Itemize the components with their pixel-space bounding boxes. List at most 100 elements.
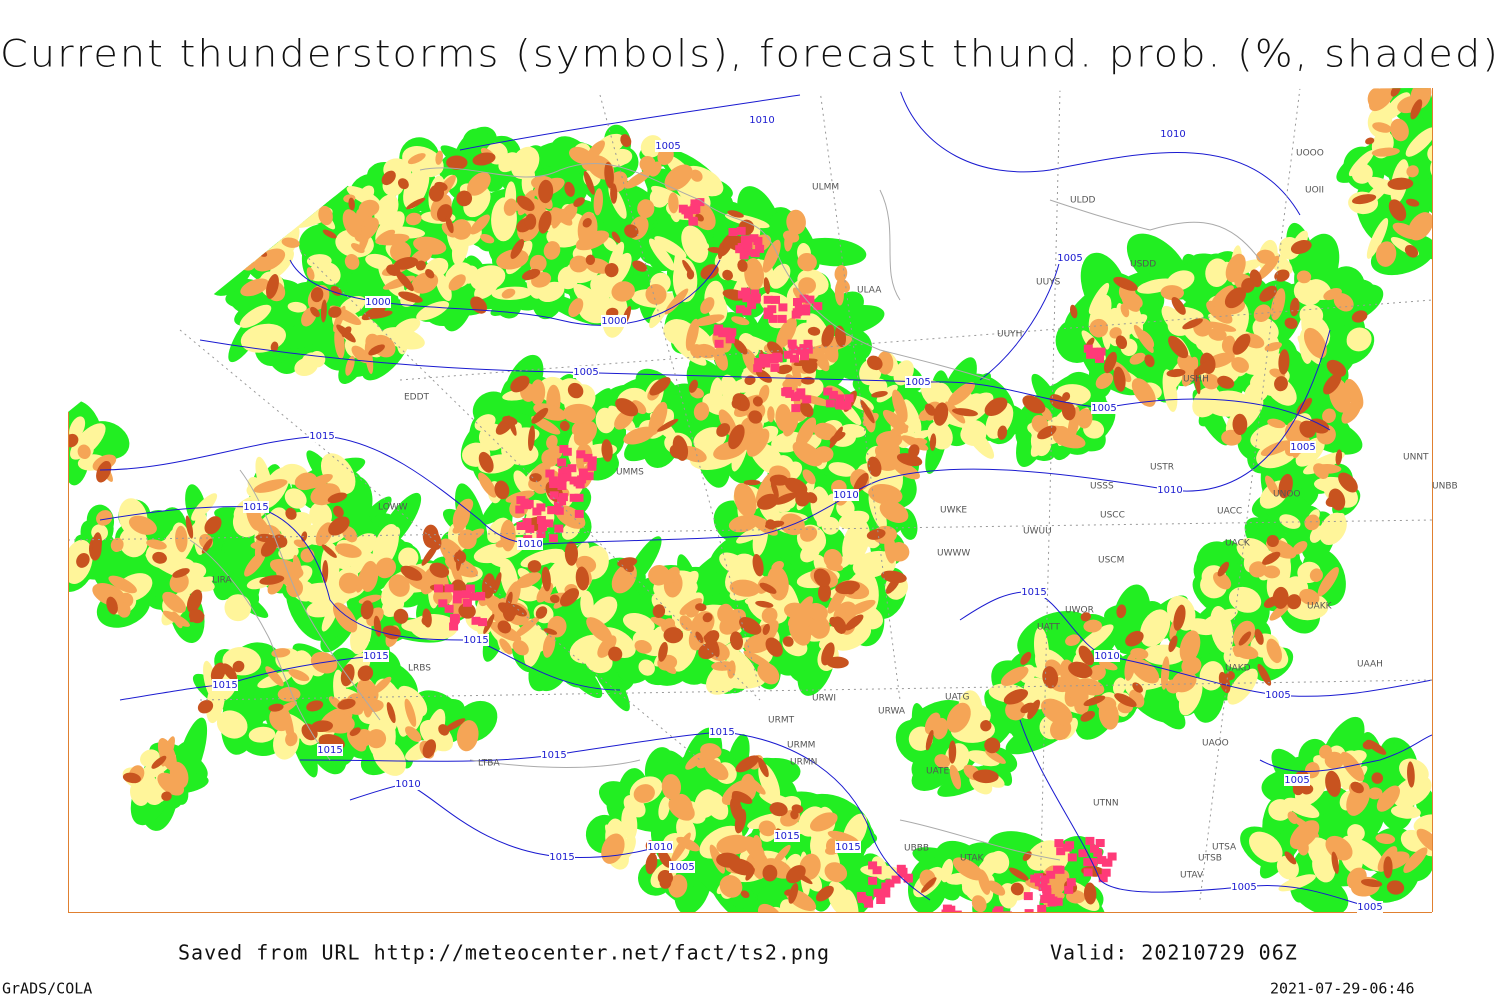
station-label: UATT	[1037, 623, 1060, 633]
thunderstorm-symbol	[778, 303, 788, 312]
thunderstorm-symbol	[844, 394, 854, 403]
shading-blob	[743, 479, 761, 486]
thunderstorm-symbol	[782, 388, 792, 397]
station-label: UUYS	[1036, 278, 1061, 288]
thunderstorm-symbol	[444, 604, 454, 613]
software: GrADS/COLA	[2, 980, 92, 998]
station-label: UTSA	[1212, 843, 1237, 853]
thunderstorm-symbol	[758, 353, 768, 362]
thunderstorm-symbol	[750, 249, 760, 258]
thunderstorm-symbol	[763, 311, 773, 319]
station-label: LTBA	[478, 759, 500, 769]
station-label: UBBB	[904, 844, 929, 854]
thunderstorm-symbol	[863, 896, 873, 905]
thunderstorm-symbol	[771, 295, 780, 304]
station-label: USCC	[1100, 511, 1125, 521]
thunderstorm-symbol	[881, 882, 891, 891]
station-label: UNNT	[1403, 453, 1429, 463]
shading-blob	[663, 627, 684, 644]
thunderstorm-symbol	[873, 888, 883, 897]
station-label: UWUU	[1023, 527, 1052, 537]
shading-blob	[279, 195, 301, 227]
thunderstorm-symbol	[569, 493, 579, 502]
thunderstorm-symbol	[1007, 914, 1016, 922]
station-label: URWA	[878, 707, 906, 717]
isobar-label: 1010	[647, 842, 672, 853]
thunderstorm-symbol	[791, 393, 800, 402]
isobar-label: 1015	[1021, 587, 1046, 598]
isobar-label: 1015	[243, 502, 268, 513]
thunderstorm-symbol	[434, 584, 443, 593]
thunderstorm-symbol	[735, 245, 745, 254]
thunderstorm-symbol	[1037, 904, 1047, 912]
station-label: UACC	[1217, 507, 1242, 517]
thunderstorm-symbol	[721, 327, 731, 336]
thunderstorm-symbol	[465, 584, 475, 593]
station-label: ULAA	[857, 286, 882, 296]
thunderstorm-symbol	[1083, 868, 1093, 877]
thunderstorm-symbol	[522, 518, 532, 527]
isobar-label: 1005	[669, 862, 694, 873]
station-label: URMT	[768, 716, 795, 726]
thunderstorm-symbol	[725, 335, 735, 344]
station-label: UNBB	[1432, 482, 1458, 492]
thunderstorm-symbol	[444, 584, 454, 593]
thunderstorm-symbol	[1004, 913, 1013, 921]
isobar-label: 1015	[309, 431, 334, 442]
thunderstorm-symbol	[1065, 841, 1075, 850]
thunderstorm-symbol	[823, 387, 833, 396]
station-label: UUYH	[997, 330, 1022, 340]
thunderstorm-symbol	[557, 473, 567, 482]
thunderstorm-symbol	[714, 339, 724, 348]
station-label: UTAV	[1180, 871, 1204, 881]
station-label: LOWW	[378, 503, 408, 513]
thunderstorm-symbol	[891, 875, 901, 884]
thunderstorm-symbol	[1066, 878, 1076, 887]
isobar-label: 1010	[1157, 485, 1182, 496]
thunderstorm-symbol	[1094, 349, 1104, 358]
station-label: UACK	[1225, 539, 1251, 549]
thunderstorm-symbol	[750, 289, 760, 298]
isobar-label: 1010	[833, 490, 858, 501]
thunderstorm-symbol	[792, 308, 802, 317]
thunderstorm-symbol	[872, 866, 882, 875]
isobar-label: 1005	[573, 367, 598, 378]
thunderstorm-symbol	[544, 519, 554, 528]
thunderstorm-symbol	[898, 867, 908, 876]
thunderstorm-symbol	[683, 210, 693, 219]
station-label: UATE	[926, 767, 950, 777]
thunderstorm-symbol	[777, 314, 787, 323]
isobar-label: 1000	[365, 297, 390, 308]
thunderstorm-symbol	[1047, 898, 1057, 907]
thunderstorm-symbol	[1046, 870, 1056, 879]
shading-blob	[232, 214, 263, 237]
shading-blob	[261, 229, 286, 238]
isobar-label: 1015	[541, 750, 566, 761]
thunderstorm-symbol	[1055, 865, 1065, 874]
isobar-label: 1015	[774, 831, 799, 842]
station-label: ULDD	[1070, 196, 1096, 206]
station-label: USCM	[1098, 556, 1124, 566]
isobar-label: 1015	[549, 852, 574, 863]
station-label: UWOR	[1065, 606, 1094, 616]
source-url: Saved from URL http://meteocenter.net/fa…	[178, 941, 830, 965]
station-label: UWKE	[940, 506, 967, 516]
isobar-label: 1010	[1160, 129, 1185, 140]
station-label: UMMS	[616, 468, 644, 478]
station-label: USDD	[1130, 260, 1156, 270]
shading-blob	[284, 309, 340, 349]
thunderstorm-symbol	[740, 235, 750, 244]
thunderstorm-symbol	[545, 469, 555, 478]
isobar-label: 1015	[835, 842, 860, 853]
thunderstorm-symbol	[1034, 873, 1043, 882]
thunderstorm-symbol	[520, 498, 530, 507]
thunderstorm-symbol	[536, 530, 546, 538]
isobar-label: 1005	[655, 141, 680, 152]
shading-blob	[500, 519, 516, 552]
isobar-label: 1005	[1290, 442, 1315, 453]
shading-blob	[258, 194, 294, 222]
station-label: UTAK	[960, 854, 985, 864]
station-label: UAOO	[1202, 739, 1229, 749]
